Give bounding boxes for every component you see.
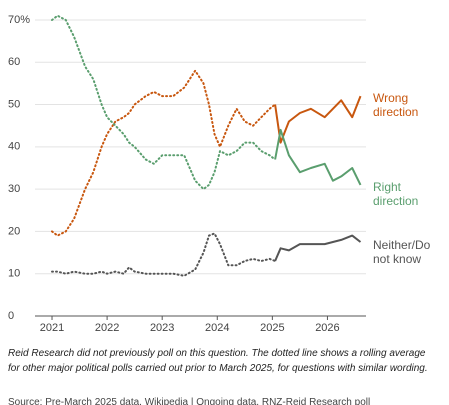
x-tick-label: 2021 [40,322,64,334]
series-label: Wrong direction [373,91,419,119]
y-tick-label: 70% [8,14,30,26]
series-line [274,95,362,144]
series-label: Right direction [373,180,419,208]
y-tick-label: 10 [8,268,20,280]
series-line [274,128,362,186]
series-line [274,234,362,262]
y-tick-label: 60 [8,56,20,68]
x-tick-label: 2026 [315,322,339,334]
y-tick-label: 20 [8,225,20,237]
series-label: Neither/Do not know [373,238,431,266]
y-tick-label: 0 [8,310,14,322]
x-tick-label: 2025 [260,322,284,334]
source: Source: Pre-March 2025 data, Wikipedia |… [8,397,371,405]
y-tick-label: 40 [8,141,20,153]
rolling-line [51,14,277,191]
caption: Reid Research did not previously poll on… [8,348,428,374]
x-tick-label: 2022 [95,322,119,334]
x-tick-label: 2023 [150,322,174,334]
chart: 0 10 20 30 40 50 60 70% 2021 2022 2023 2024 2025 2026 [8,14,366,334]
y-tick-label: 30 [8,183,20,195]
x-tick-label: 2024 [205,322,229,334]
y-tick-label: 50 [8,98,20,110]
rolling-line [51,232,277,277]
rolling-line [51,69,277,237]
